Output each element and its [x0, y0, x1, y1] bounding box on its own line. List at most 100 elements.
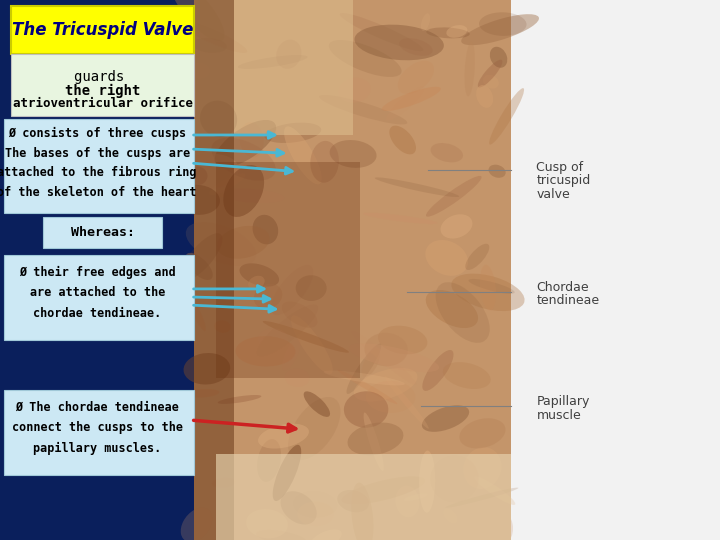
Ellipse shape	[235, 336, 295, 367]
Ellipse shape	[181, 233, 222, 280]
Ellipse shape	[218, 188, 284, 203]
Ellipse shape	[451, 274, 525, 311]
Ellipse shape	[426, 240, 468, 276]
Ellipse shape	[329, 40, 402, 77]
Ellipse shape	[184, 353, 230, 384]
Ellipse shape	[341, 476, 426, 504]
Ellipse shape	[338, 78, 371, 103]
Ellipse shape	[212, 478, 235, 488]
Ellipse shape	[364, 413, 384, 471]
Ellipse shape	[474, 476, 516, 505]
Ellipse shape	[258, 328, 288, 350]
Ellipse shape	[423, 350, 454, 391]
Ellipse shape	[193, 38, 227, 53]
Ellipse shape	[436, 282, 490, 343]
Ellipse shape	[175, 185, 220, 215]
Ellipse shape	[422, 406, 469, 432]
Ellipse shape	[284, 126, 322, 184]
Ellipse shape	[488, 165, 505, 178]
Ellipse shape	[281, 491, 317, 524]
Text: chordae tendineae.: chordae tendineae.	[33, 307, 161, 320]
FancyBboxPatch shape	[11, 54, 194, 116]
Ellipse shape	[349, 343, 439, 372]
Ellipse shape	[291, 315, 333, 374]
Ellipse shape	[399, 38, 433, 56]
Ellipse shape	[310, 141, 339, 183]
Ellipse shape	[384, 376, 428, 429]
Ellipse shape	[404, 494, 428, 501]
Ellipse shape	[431, 143, 463, 163]
FancyBboxPatch shape	[194, 0, 511, 540]
Text: Ø their free edges and: Ø their free edges and	[19, 266, 176, 279]
Ellipse shape	[441, 214, 472, 239]
Ellipse shape	[282, 339, 300, 370]
Text: tricuspid: tricuspid	[536, 174, 590, 187]
Ellipse shape	[171, 0, 225, 41]
Ellipse shape	[186, 222, 256, 266]
Ellipse shape	[212, 138, 276, 180]
Ellipse shape	[330, 140, 377, 168]
Ellipse shape	[463, 447, 502, 489]
Ellipse shape	[466, 503, 513, 540]
Ellipse shape	[464, 42, 475, 97]
Ellipse shape	[476, 85, 493, 108]
Ellipse shape	[378, 326, 428, 354]
Ellipse shape	[285, 369, 310, 387]
Ellipse shape	[248, 276, 265, 289]
Ellipse shape	[209, 173, 246, 195]
Ellipse shape	[382, 87, 441, 111]
Text: valve: valve	[536, 188, 570, 201]
Ellipse shape	[469, 279, 515, 294]
FancyBboxPatch shape	[216, 162, 360, 378]
Ellipse shape	[258, 424, 309, 449]
Ellipse shape	[351, 331, 416, 385]
Ellipse shape	[390, 126, 416, 154]
Ellipse shape	[426, 28, 469, 38]
Ellipse shape	[478, 59, 503, 87]
FancyBboxPatch shape	[4, 255, 194, 340]
Ellipse shape	[240, 264, 279, 287]
Ellipse shape	[187, 166, 207, 185]
Ellipse shape	[297, 502, 334, 526]
Ellipse shape	[256, 530, 307, 540]
Ellipse shape	[444, 509, 457, 523]
Text: Ø consists of three cusps: Ø consists of three cusps	[8, 127, 186, 140]
Text: attached to the fibrous ring: attached to the fibrous ring	[0, 166, 197, 179]
Ellipse shape	[354, 25, 444, 60]
Ellipse shape	[344, 392, 388, 428]
Ellipse shape	[426, 176, 482, 217]
Ellipse shape	[398, 61, 434, 94]
Ellipse shape	[351, 483, 374, 540]
Ellipse shape	[386, 86, 424, 121]
Ellipse shape	[246, 509, 288, 538]
Text: The bases of the cusps are: The bases of the cusps are	[4, 147, 190, 160]
Ellipse shape	[238, 55, 307, 69]
Text: muscle: muscle	[536, 409, 581, 422]
Text: Chordae: Chordae	[536, 281, 589, 294]
Ellipse shape	[337, 490, 369, 512]
Ellipse shape	[430, 455, 479, 503]
Ellipse shape	[217, 226, 269, 259]
Text: papillary muscles.: papillary muscles.	[33, 442, 161, 455]
Ellipse shape	[346, 343, 382, 394]
Ellipse shape	[340, 13, 423, 51]
Ellipse shape	[310, 529, 342, 540]
Ellipse shape	[419, 450, 435, 512]
Ellipse shape	[323, 370, 405, 386]
Text: Cusp of: Cusp of	[536, 161, 583, 174]
Ellipse shape	[348, 422, 403, 455]
FancyBboxPatch shape	[4, 390, 194, 475]
Ellipse shape	[264, 123, 321, 143]
Ellipse shape	[273, 445, 301, 501]
Ellipse shape	[200, 100, 237, 137]
Ellipse shape	[189, 63, 210, 79]
Ellipse shape	[465, 244, 490, 270]
Ellipse shape	[271, 265, 313, 315]
Ellipse shape	[443, 362, 490, 389]
Ellipse shape	[253, 215, 278, 245]
Ellipse shape	[184, 389, 220, 397]
Text: Papillary: Papillary	[536, 395, 590, 408]
FancyBboxPatch shape	[194, 0, 353, 135]
FancyBboxPatch shape	[4, 119, 194, 213]
Text: Whereas:: Whereas:	[71, 226, 135, 239]
